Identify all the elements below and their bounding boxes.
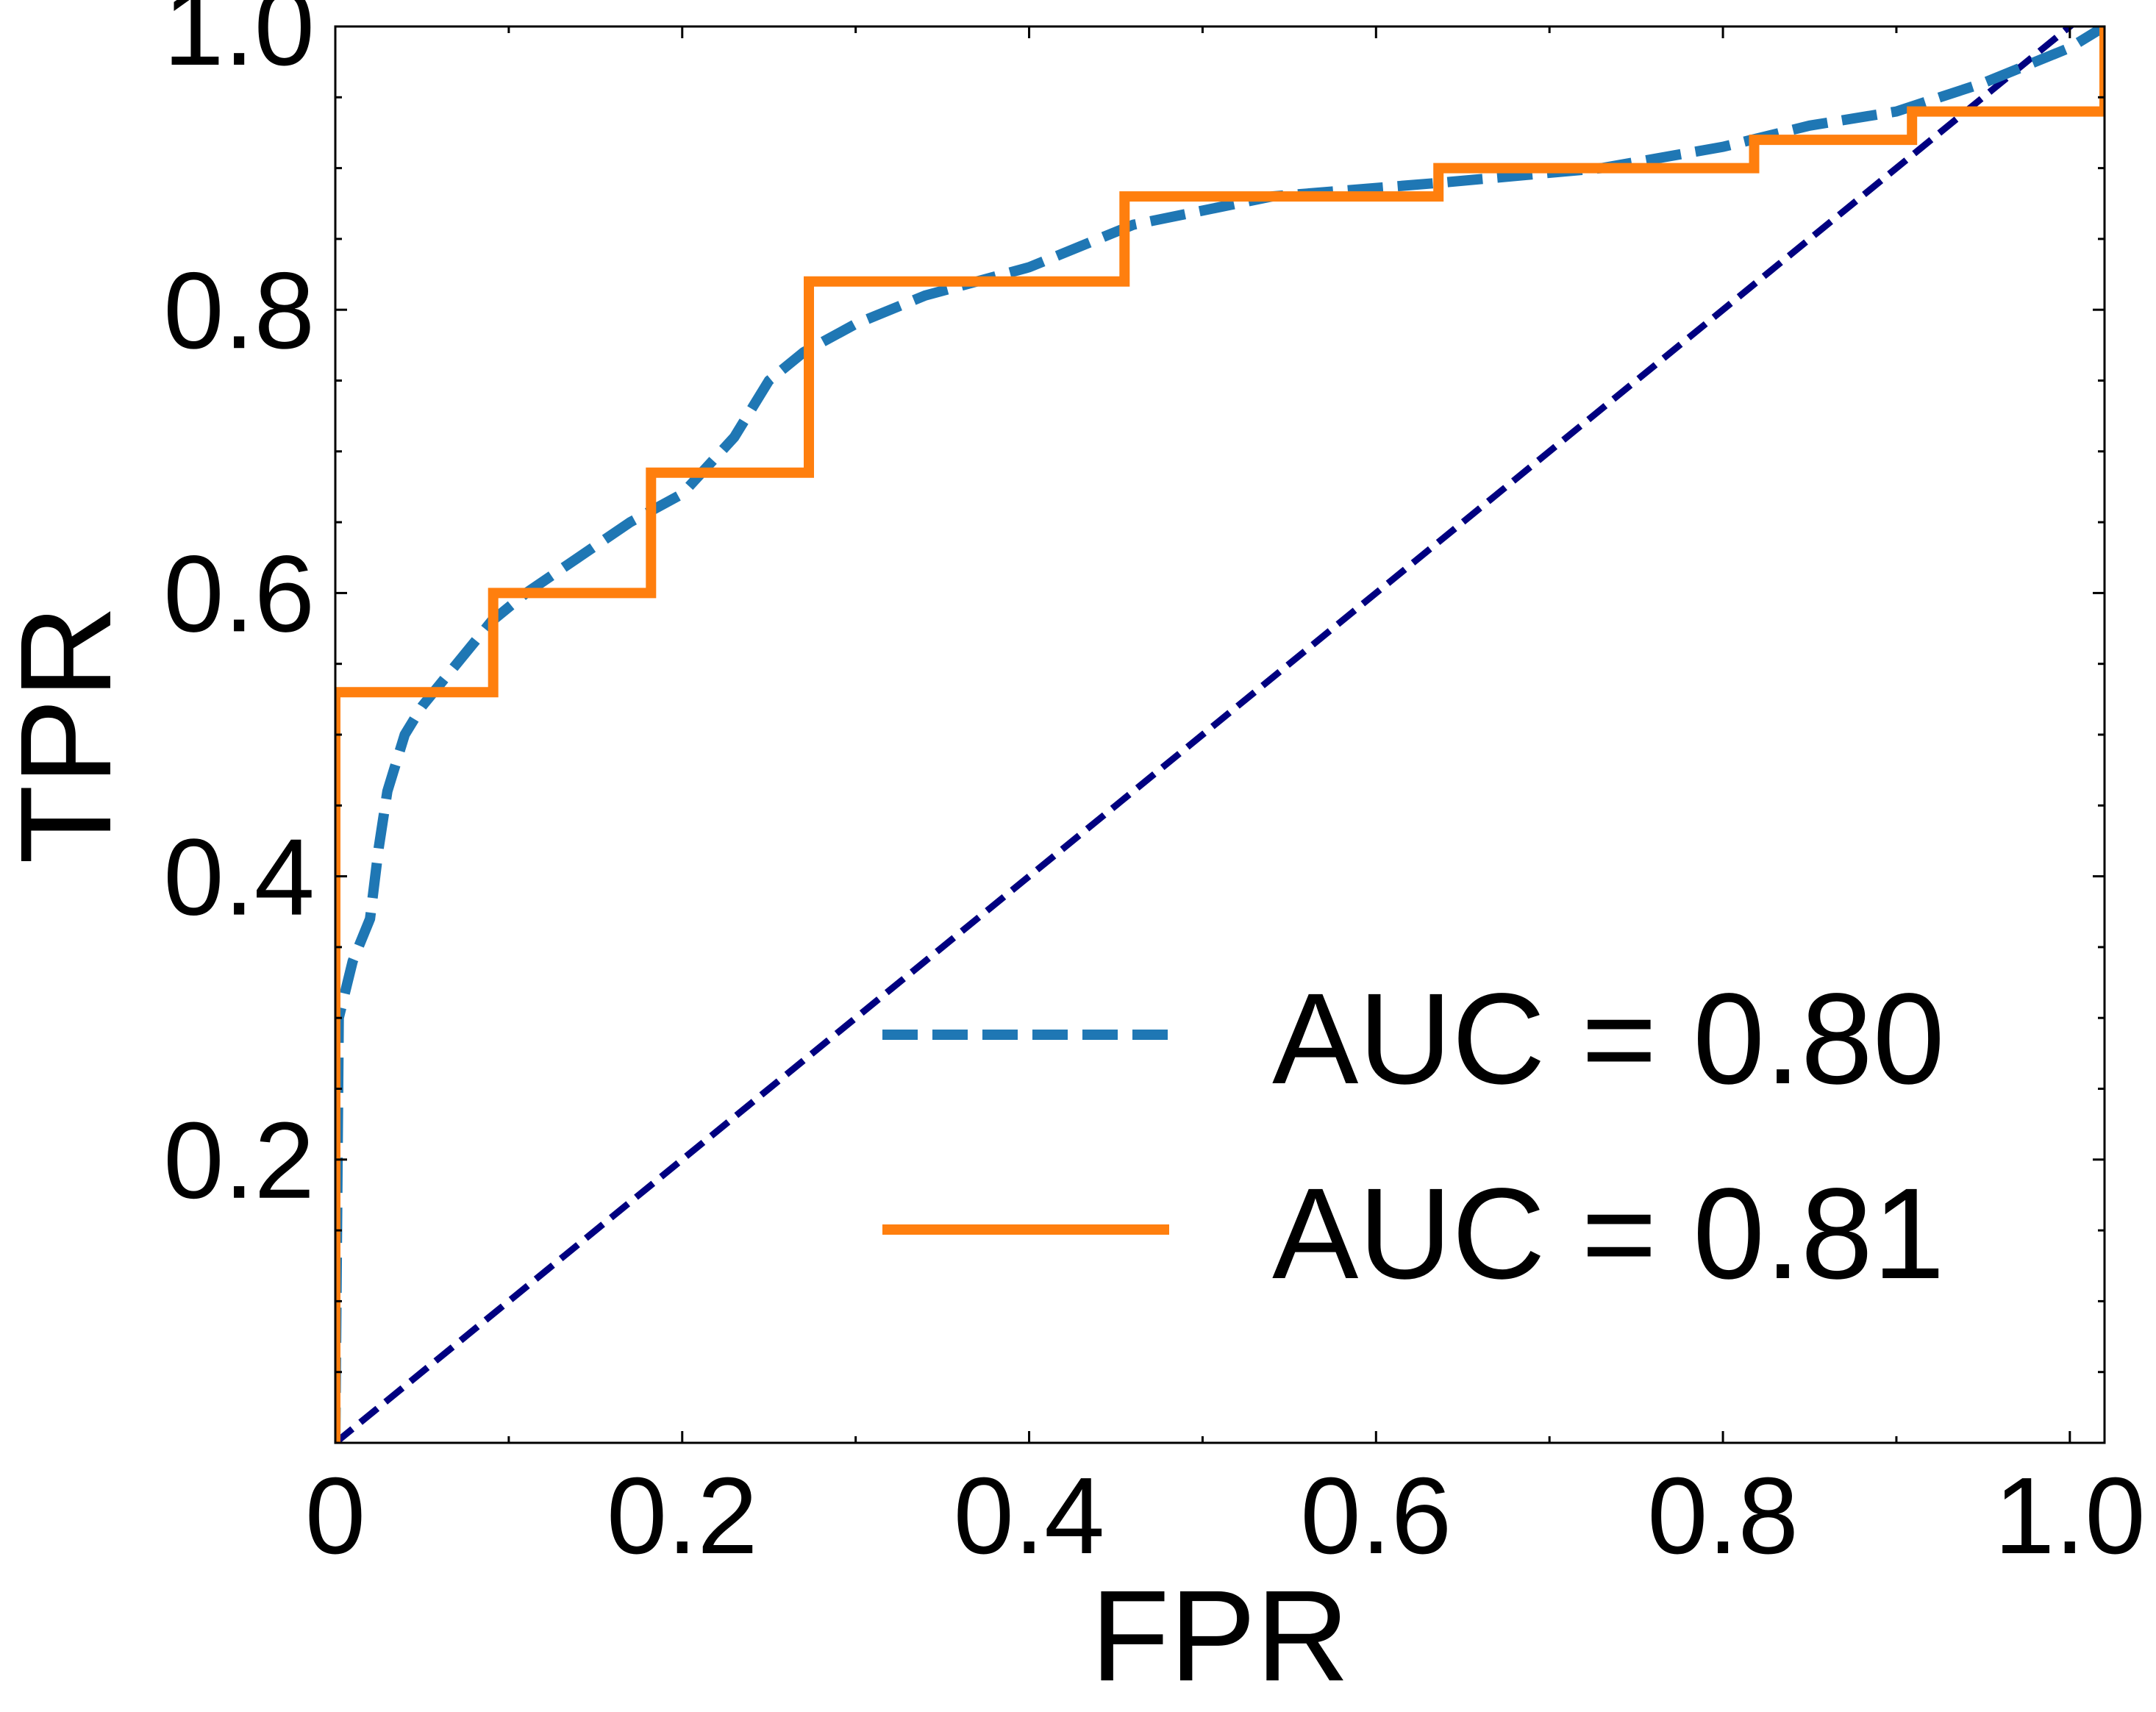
x-tick-label: 0.4 — [954, 1455, 1105, 1577]
y-tick-label: 0.2 — [163, 1100, 315, 1221]
x-axis-label: FPR — [1091, 1564, 1349, 1708]
plot-frame — [334, 25, 2106, 1444]
legend-label: AUC = 0.81 — [1272, 1162, 1945, 1306]
x-tick-label: 1.0 — [1994, 1455, 2146, 1577]
series-line-solid — [335, 26, 2105, 1443]
y-axis-label: TPR — [0, 605, 138, 864]
legend-label: AUC = 0.80 — [1272, 967, 1945, 1111]
y-tick-label: 1.0 — [163, 0, 315, 88]
y-tick-label: 0.4 — [163, 817, 315, 938]
x-tick-label: 0.6 — [1300, 1455, 1452, 1577]
x-tick-label: 0.2 — [607, 1455, 758, 1577]
x-tick-label: 0.8 — [1647, 1455, 1799, 1577]
y-tick-label: 0.8 — [163, 250, 315, 371]
y-tick-label: 0.6 — [163, 533, 315, 655]
reference-diagonal-line — [335, 26, 2075, 1443]
series-layer — [335, 26, 2105, 1443]
legend: AUC = 0.80 AUC = 0.81 — [882, 967, 1945, 1306]
label-layer: 0 0.2 0.4 0.6 0.8 1.0 0.2 0.4 0.6 0.8 1.0 — [163, 0, 2145, 1577]
x-tick-label: 0 — [305, 1455, 365, 1577]
